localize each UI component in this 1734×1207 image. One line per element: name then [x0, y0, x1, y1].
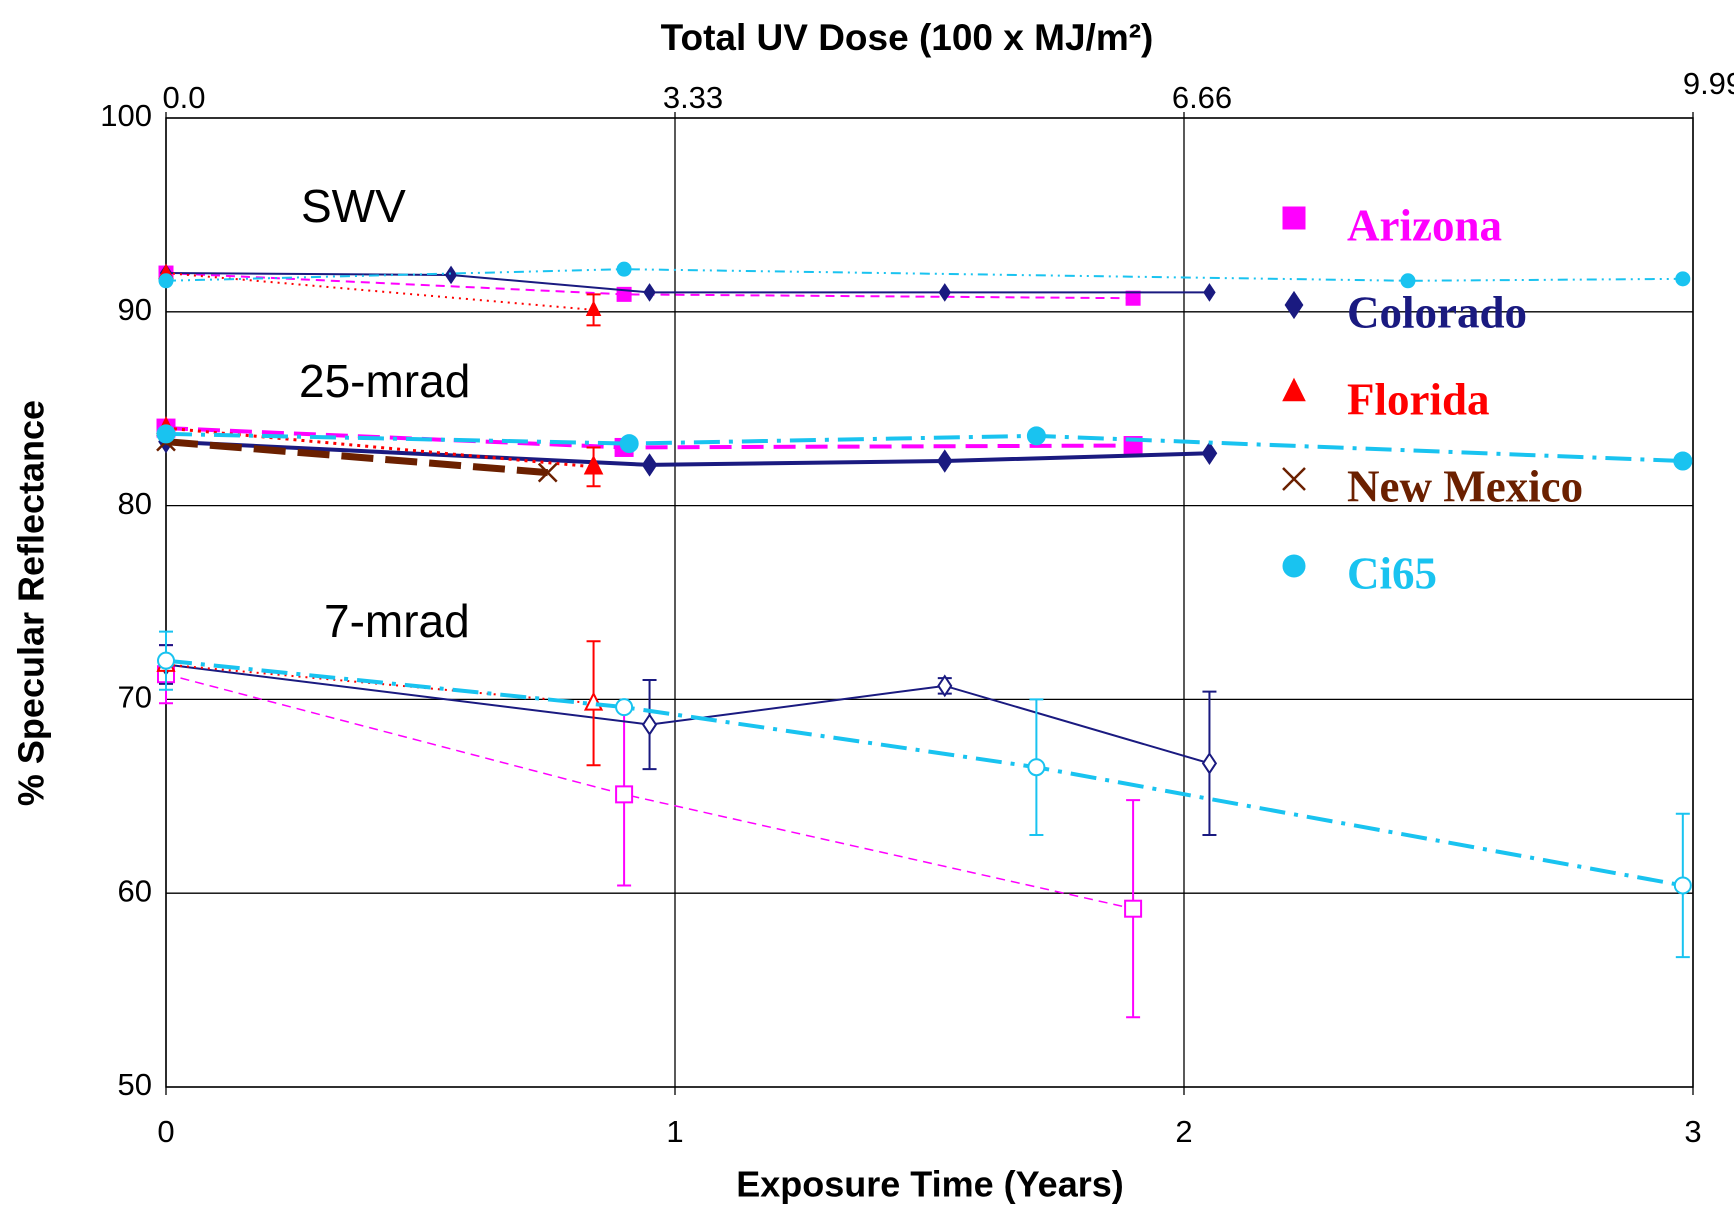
data-point: [444, 265, 458, 285]
data-point: [936, 449, 953, 473]
y-tick-label: 100: [100, 98, 152, 133]
data-point: [157, 651, 175, 670]
data-point: [643, 283, 656, 302]
series-line: [165, 272, 594, 311]
data-point: [1027, 758, 1046, 777]
y-axis-title: % Specular Reflectance: [11, 400, 52, 806]
data-point: [615, 698, 634, 717]
y-tick-label: 50: [118, 1067, 152, 1102]
series-line: [165, 663, 1210, 765]
data-point: [1124, 899, 1143, 918]
data-point: [641, 713, 658, 736]
legend-label: Florida: [1347, 374, 1490, 424]
top-axis-title: Total UV Dose (100 x MJ/m²): [661, 17, 1154, 58]
data-point: [1400, 273, 1416, 289]
series-line: [165, 438, 549, 477]
x-tick-label: 2: [1175, 1114, 1192, 1149]
data-point: [537, 462, 558, 483]
legend-label: Ci65: [1347, 548, 1437, 598]
y-tick-label: 90: [118, 292, 152, 327]
y-tick-label: 60: [118, 873, 152, 908]
group-label: 25-mrad: [299, 355, 470, 407]
data-point: [616, 261, 632, 277]
top-tick-label: 0.0: [162, 80, 205, 115]
plot-frame: [165, 117, 1694, 1088]
data-point: [641, 453, 658, 477]
legend-marker: [1282, 206, 1306, 230]
series-line: [165, 268, 1683, 282]
x-tick-label: 0: [157, 1114, 174, 1149]
x-tick-label: 3: [1684, 1114, 1701, 1149]
x-axis-title: Exposure Time (Years): [736, 1164, 1124, 1205]
legend-label: Colorado: [1347, 287, 1527, 337]
legend-marker: [1282, 377, 1306, 402]
data-point: [1203, 283, 1216, 302]
data-point: [585, 300, 602, 316]
y-tick-label: 70: [118, 680, 152, 715]
data-point: [1026, 426, 1046, 446]
data-point: [158, 273, 174, 289]
data-point: [1125, 290, 1141, 306]
data-point: [583, 454, 604, 475]
data-point: [1201, 441, 1218, 465]
data-point: [1673, 876, 1692, 895]
legend-marker: [1282, 467, 1306, 491]
legend-label: Arizona: [1347, 200, 1502, 250]
top-tick-label: 9.99: [1683, 66, 1734, 101]
x-tick-label: 1: [666, 1114, 683, 1149]
group-label: SWV: [301, 180, 406, 232]
data-point: [1675, 271, 1691, 287]
legend-marker: [1282, 554, 1306, 578]
data-point: [937, 674, 953, 698]
top-tick-label: 3.33: [663, 80, 723, 115]
data-point: [1201, 751, 1218, 775]
series-line: [165, 658, 1684, 888]
legend-label: New Mexico: [1347, 461, 1583, 511]
data-point: [938, 283, 951, 302]
data-point: [156, 424, 176, 444]
y-tick-label: 80: [118, 486, 152, 521]
data-point: [619, 434, 639, 454]
group-label: 7-mrad: [324, 595, 470, 647]
series-line: [165, 439, 1210, 467]
top-tick-label: 6.66: [1172, 80, 1232, 115]
data-point: [1673, 451, 1693, 471]
legend-marker: [1284, 290, 1304, 320]
data-point: [615, 785, 634, 804]
